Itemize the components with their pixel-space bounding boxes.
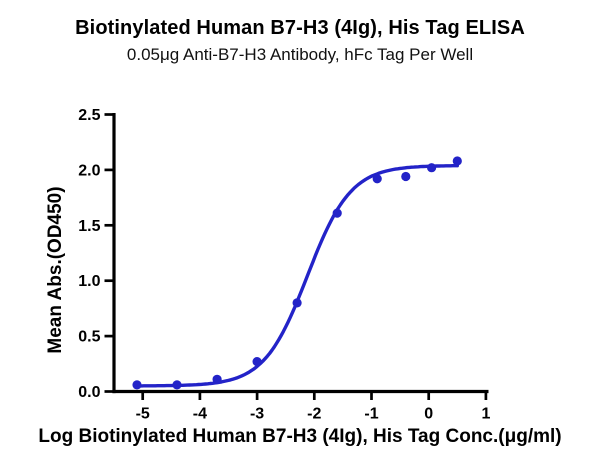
x-tick-label: -3 bbox=[250, 406, 264, 423]
fit-curve bbox=[135, 164, 459, 388]
data-point bbox=[132, 380, 142, 390]
y-tick-label: 2.0 bbox=[78, 162, 100, 179]
data-point bbox=[401, 171, 411, 182]
data-point bbox=[292, 298, 302, 308]
chart-title: Biotinylated Human B7-H3 (4Ig), His Tag … bbox=[75, 17, 525, 39]
y-tick-label: 0.0 bbox=[78, 384, 100, 401]
x-tick-label: 1 bbox=[481, 406, 490, 423]
data-point bbox=[372, 174, 382, 184]
y-tick-label: 2.5 bbox=[78, 107, 100, 124]
data-point bbox=[212, 374, 222, 384]
data-point bbox=[452, 156, 462, 166]
data-point bbox=[427, 163, 437, 173]
data-point bbox=[252, 357, 262, 367]
chart-subtitle: 0.05μg Anti-B7-H3 Antibody, hFc Tag Per … bbox=[126, 45, 474, 64]
x-tick-label: -5 bbox=[136, 406, 150, 423]
data-point bbox=[332, 208, 342, 218]
x-tick-label: -1 bbox=[364, 406, 378, 423]
x-axis-title: Log Biotinylated Human B7-H3 (4Ig), His … bbox=[38, 426, 562, 447]
y-tick-label: 0.5 bbox=[78, 329, 100, 346]
x-tick-label: -4 bbox=[193, 406, 207, 423]
x-tick-label: 0 bbox=[424, 406, 433, 423]
y-tick-label: 1.0 bbox=[78, 273, 100, 290]
x-tick-label: -2 bbox=[307, 406, 321, 423]
data-point bbox=[172, 380, 182, 390]
y-tick-label: 1.5 bbox=[78, 218, 100, 235]
